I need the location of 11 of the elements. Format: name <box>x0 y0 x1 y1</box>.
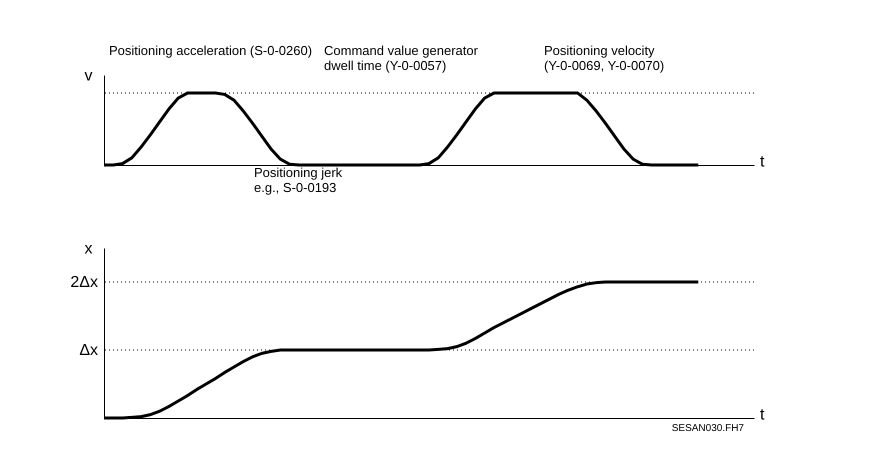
y-axis-title: v <box>84 68 92 84</box>
text: Positioning acceleration (S-0-0260) <box>109 43 312 58</box>
text: SESAN030.FH7 <box>672 423 744 434</box>
text: Command value generator dwell time (Y-0-0057) <box>324 43 479 73</box>
ref-line-label: Δx <box>79 342 98 359</box>
annotation: Positioning jerk e.g., S-0-0193 <box>254 165 343 195</box>
x-axis-title: t <box>760 154 766 170</box>
y-axis-title: x <box>84 240 92 258</box>
text: Positioning velocity (Y-0-0069, Y-0-0070) <box>544 43 664 73</box>
x-axis-title: t <box>760 406 766 424</box>
ref-line-label: 2Δx <box>70 274 98 291</box>
